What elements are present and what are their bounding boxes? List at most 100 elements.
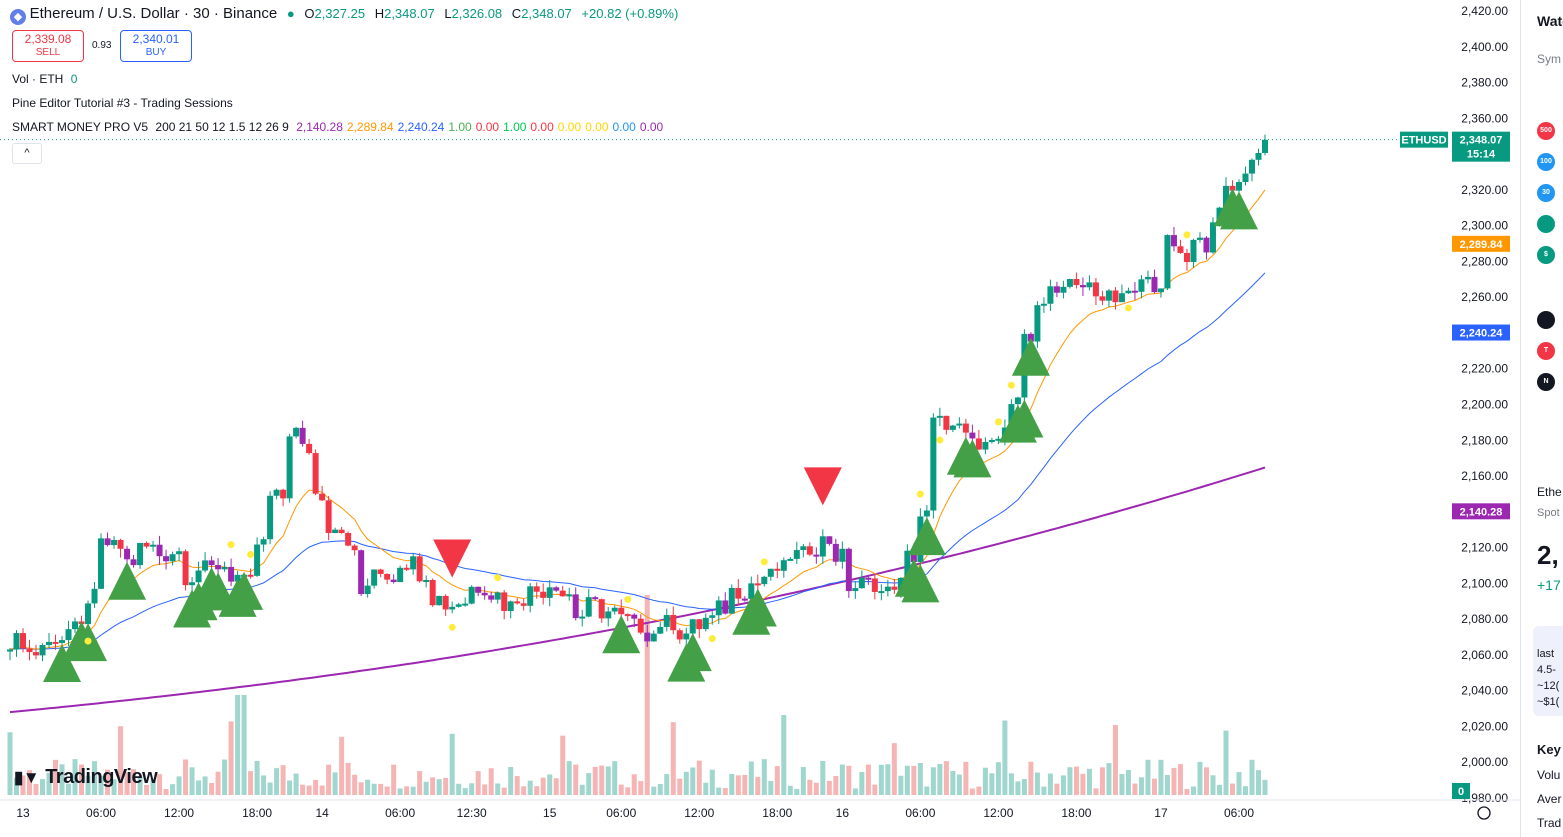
candle-body [312, 453, 319, 494]
volume-bar [852, 788, 858, 795]
candle-body [488, 595, 495, 600]
ohlc-close-label: C [511, 6, 522, 21]
candle-body [234, 574, 241, 582]
volume-bar [1047, 773, 1053, 795]
volume-bar [651, 786, 657, 795]
buy-price: 2,340.01 [132, 32, 180, 46]
candle-body [936, 415, 943, 418]
volume-bar [605, 766, 611, 795]
price-axis[interactable]: 2,420.002,400.002,380.002,360.002,340.00… [1448, 0, 1520, 837]
watchlist-item-badge[interactable]: $ [1537, 246, 1555, 264]
collapse-legend-button[interactable]: ^ [12, 143, 42, 164]
volume-bar [1028, 761, 1034, 795]
candle-body [494, 592, 501, 600]
ai-summary-card[interactable]: last 4.5- ~12(~$1( [1533, 626, 1563, 716]
y-tick-label: 2,160.00 [1461, 469, 1508, 483]
candle-body [566, 594, 573, 597]
candle-body [813, 554, 820, 557]
symbol-title: Ethereum / U.S. Dollar · 30 · Binance [29, 5, 278, 22]
price-tag [1452, 783, 1470, 799]
watchlist-item-badge[interactable]: 500 [1537, 122, 1555, 140]
volume-bar [1002, 720, 1008, 795]
candle-body [845, 548, 852, 592]
y-tick-label: 2,200.00 [1461, 398, 1508, 412]
candle-body [13, 633, 20, 650]
symbol-header[interactable]: ◆ Ethereum / U.S. Dollar · 30 · Binance … [10, 5, 678, 25]
volume-bar [254, 760, 260, 795]
smart-money-value-6: 0.00 [530, 120, 554, 134]
volume-bar [137, 776, 143, 795]
candle-body [501, 592, 508, 612]
y-tick-label: 2,180.00 [1461, 433, 1508, 447]
volume-bar [358, 782, 364, 795]
volume-bar [1093, 788, 1099, 795]
candle-body [1040, 303, 1047, 306]
candle-body [325, 500, 332, 534]
volume-bar [631, 774, 637, 795]
volume-bar [456, 783, 462, 795]
candle-body [384, 573, 391, 580]
candle-body [910, 550, 917, 562]
y-tick-label: 2,000.00 [1461, 755, 1508, 769]
volume-bar [1151, 778, 1157, 795]
smart-money-legend[interactable]: SMART MONEY PRO V5 200 21 50 12 1.5 12 2… [12, 120, 667, 134]
volume-bar [98, 775, 104, 795]
volume-bar [20, 775, 26, 795]
watchlist-item-badge[interactable] [1537, 311, 1555, 329]
volume-bar [950, 770, 956, 795]
watchlist-item-badge[interactable] [1537, 215, 1555, 233]
volume-legend[interactable]: Vol · ETH 0 [12, 72, 81, 86]
candle-body [1177, 246, 1184, 253]
candle-body [793, 550, 800, 559]
ohlc-high-label: H [374, 6, 385, 21]
y-tick-label: 2,100.00 [1461, 576, 1508, 590]
ohlc-high-value: 2,348.07 [384, 6, 435, 21]
buy-button[interactable]: 2,340.01 BUY [120, 30, 192, 62]
pivot-dot [247, 551, 255, 559]
watchlist-item-badge[interactable]: 100 [1537, 153, 1555, 171]
candle-body [1118, 293, 1125, 303]
watchlist-item-badge[interactable]: N [1537, 373, 1555, 391]
volume-bar [423, 781, 429, 795]
candlestick-series [7, 134, 1268, 662]
candle-body [858, 577, 865, 589]
candle-body [631, 614, 638, 619]
x-tick-label: 18:00 [762, 806, 792, 820]
buy-signal-triangle [108, 561, 147, 600]
pivot-dot [760, 558, 768, 566]
x-tick-label: 06:00 [1224, 806, 1254, 820]
sessions-legend[interactable]: Pine Editor Tutorial #3 - Trading Sessio… [12, 96, 237, 110]
candle-body [20, 633, 27, 649]
candle-body [637, 618, 644, 633]
candle-body [1047, 286, 1054, 304]
candle-body [195, 570, 202, 583]
candle-body [1073, 279, 1080, 286]
watchlist-item-badge[interactable]: T [1537, 342, 1555, 360]
sell-button[interactable]: 2,339.08 SELL [12, 30, 84, 62]
candle-body [702, 617, 709, 630]
volume-bar [937, 763, 943, 795]
volume-bar [547, 774, 553, 795]
candle-body [7, 649, 13, 652]
volume-bar [469, 783, 475, 795]
y-tick-label: 2,080.00 [1461, 612, 1508, 626]
volume-bar [261, 775, 267, 795]
candle-body [1008, 404, 1015, 428]
candle-body [273, 489, 280, 496]
pivot-dot [994, 418, 1002, 426]
time-axis[interactable]: 13 06:00 12:00 18:00 14 06:00 12:30 15 06:00 12:0… [0, 799, 1520, 820]
candle-body [923, 510, 930, 517]
candle-body [1151, 276, 1158, 293]
smart-money-value-9: 0.00 [612, 120, 636, 134]
candle-body [1034, 305, 1041, 342]
volume-bar [378, 783, 384, 795]
candle-body [1235, 182, 1242, 191]
candle-body [988, 439, 995, 442]
watchlist-item-badge[interactable]: 30 [1537, 184, 1555, 202]
y-tick-label: 2,060.00 [1461, 648, 1508, 662]
candle-body [1157, 288, 1164, 293]
smart-money-value-2: 2,240.24 [397, 120, 445, 134]
watchlist-panel[interactable]: Watc Sym 500 100 30 $ TN Ethe Spot 2, +17 la… [1520, 0, 1563, 837]
volume-bar [300, 784, 306, 795]
